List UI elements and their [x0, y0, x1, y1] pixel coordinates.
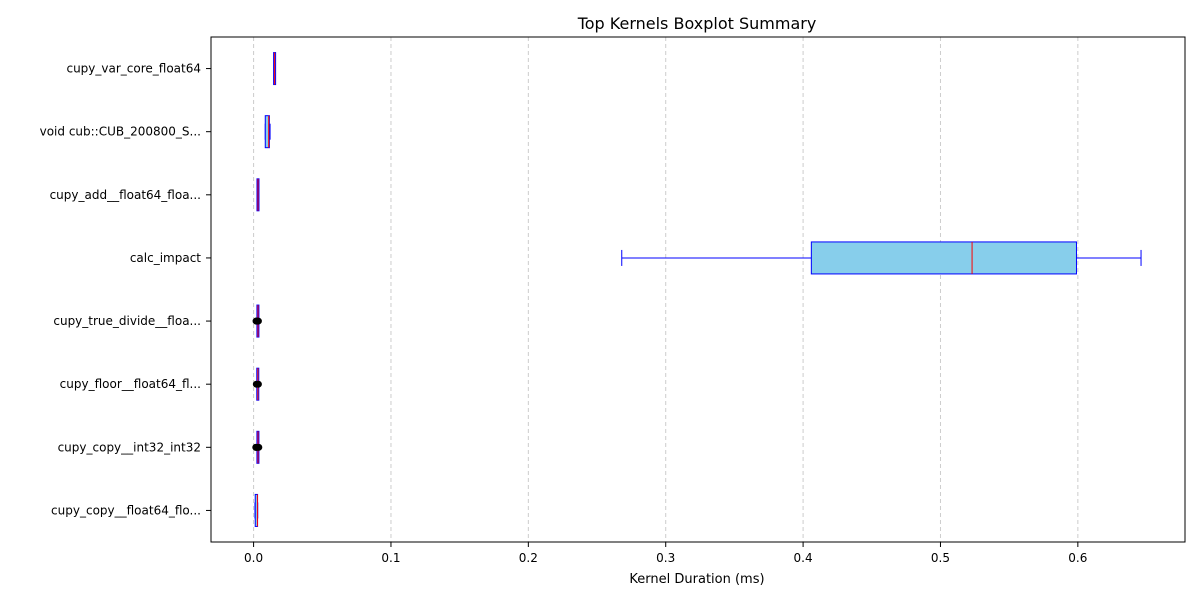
- box-item: [256, 178, 260, 212]
- box-rect: [264, 115, 270, 149]
- x-axis-label: Kernel Duration (ms): [629, 572, 764, 587]
- x-axis-ticks: 0.0 0.1 0.2 0.3 0.4 0.5 0.6: [244, 542, 1087, 565]
- box-item: [264, 115, 271, 149]
- chart-title: Top Kernels Boxplot Summary: [577, 14, 817, 33]
- flier-point: [254, 380, 262, 388]
- flier-point: [254, 317, 262, 325]
- plot-area-frame: [210, 36, 1186, 543]
- y-tick-label: calc_impact: [130, 251, 201, 265]
- x-tick-label: 0.3: [656, 551, 675, 565]
- x-tick-label: 0.4: [794, 551, 813, 565]
- box-item: [621, 241, 1142, 275]
- y-tick-label: cupy_true_divide__floa...: [53, 314, 201, 328]
- box-item: [252, 367, 262, 401]
- y-tick-label: cupy_add__float64_floa...: [50, 188, 201, 202]
- y-tick-label: cupy_copy__float64_flo...: [51, 503, 201, 517]
- x-tick-label: 0.5: [931, 551, 950, 565]
- x-tick-label: 0.2: [519, 551, 538, 565]
- box-series: [252, 52, 1142, 527]
- box-item: [254, 493, 259, 527]
- x-tick-label: 0.1: [381, 551, 400, 565]
- grid-lines: [253, 37, 1079, 542]
- y-tick-label: cupy_copy__int32_int32: [58, 440, 201, 454]
- y-tick-label: void cub::CUB_200800_S...: [40, 125, 201, 139]
- box-item: [252, 304, 262, 338]
- y-tick-label: cupy_floor__float64_fl...: [60, 377, 201, 391]
- box-rect: [810, 241, 1077, 275]
- y-tick-label: cupy_var_core_float64: [66, 62, 201, 76]
- flier-point: [255, 443, 263, 451]
- x-tick-label: 0.0: [244, 551, 263, 565]
- box-item: [273, 52, 277, 86]
- x-tick-label: 0.6: [1068, 551, 1087, 565]
- box-item: [252, 430, 263, 464]
